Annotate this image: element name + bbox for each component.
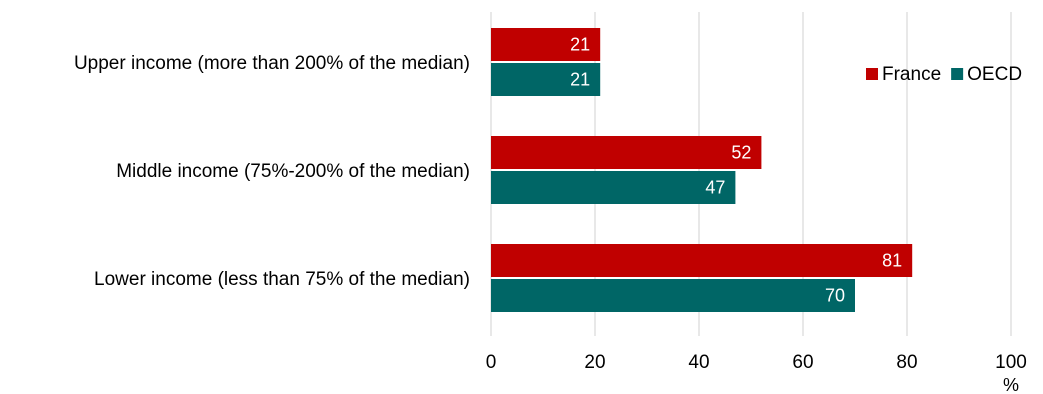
bar-france-2 [491, 244, 913, 277]
bar-oecd-0 [491, 63, 601, 96]
value-label-oecd-1: 47 [705, 178, 725, 198]
category-label-1: Middle income (75%-200% of the median) [116, 161, 470, 182]
category-label-0: Upper income (more than 200% of the medi… [74, 53, 470, 74]
category-label-2: Lower income (less than 75% of the media… [94, 269, 470, 290]
legend-swatch-france [866, 68, 878, 80]
value-label-oecd-2: 70 [825, 286, 845, 306]
bar-oecd-1 [491, 171, 736, 204]
value-label-oecd-0: 21 [570, 70, 590, 90]
value-label-france-0: 21 [570, 35, 590, 55]
x-tick-label-40: 40 [688, 352, 709, 373]
bar-oecd-2 [491, 279, 855, 312]
x-tick-label-60: 60 [792, 352, 813, 373]
x-tick-label-80: 80 [896, 352, 917, 373]
x-tick-label-20: 20 [584, 352, 605, 373]
bar-france-0 [491, 28, 601, 61]
legend-label-france: France [882, 64, 941, 85]
bars: 21 21 52 47 81 70 [491, 28, 913, 312]
x-axis-ticks: 0 20 40 60 80 100 [486, 352, 1027, 373]
legend: France OECD [866, 64, 1022, 85]
value-label-france-2: 81 [882, 251, 902, 271]
category-labels: Upper income (more than 200% of the medi… [74, 53, 470, 290]
bar-france-1 [491, 136, 762, 169]
legend-swatch-oecd [951, 68, 964, 80]
legend-label-oecd: OECD [967, 64, 1022, 85]
x-axis-unit: % [1003, 375, 1019, 394]
x-tick-label-100: 100 [995, 352, 1027, 373]
value-label-france-1: 52 [731, 143, 751, 163]
x-tick-label-0: 0 [486, 352, 497, 373]
